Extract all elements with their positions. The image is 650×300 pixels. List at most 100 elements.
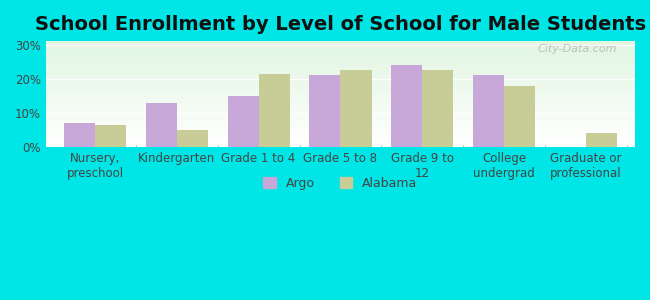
Bar	[46, 97, 635, 98]
Bar	[46, 72, 635, 73]
Bar	[46, 52, 635, 53]
Bar	[46, 69, 635, 70]
Bar	[46, 63, 635, 64]
Bar	[177, 130, 208, 147]
Bar	[46, 124, 635, 125]
Bar	[46, 94, 635, 95]
Bar	[46, 121, 635, 122]
Bar	[46, 53, 635, 54]
Bar	[95, 125, 126, 147]
Bar	[46, 100, 635, 101]
Bar	[46, 51, 635, 52]
Bar	[46, 75, 635, 76]
Title: School Enrollment by Level of School for Male Students: School Enrollment by Level of School for…	[35, 15, 646, 34]
Bar	[46, 110, 635, 111]
Bar	[391, 65, 423, 147]
Bar	[46, 136, 635, 138]
Bar	[586, 134, 617, 147]
Bar	[473, 75, 504, 147]
Bar	[46, 91, 635, 92]
Bar	[46, 120, 635, 121]
Bar	[46, 143, 635, 144]
Bar	[46, 126, 635, 127]
Bar	[46, 65, 635, 67]
Bar	[46, 99, 635, 101]
Legend: Argo, Alabama: Argo, Alabama	[257, 170, 424, 196]
Bar	[46, 117, 635, 119]
Bar	[46, 90, 635, 91]
Bar	[46, 111, 635, 112]
Bar	[46, 80, 635, 81]
Bar	[46, 57, 635, 58]
Bar	[46, 101, 635, 103]
Bar	[46, 67, 635, 68]
Bar	[46, 82, 635, 83]
Bar	[46, 45, 635, 46]
Bar	[46, 112, 635, 113]
Bar	[46, 58, 635, 59]
Bar	[46, 49, 635, 50]
Bar	[46, 78, 635, 79]
Bar	[46, 128, 635, 129]
Bar	[46, 81, 635, 83]
Bar	[146, 103, 177, 147]
Bar	[46, 85, 635, 87]
Bar	[46, 85, 635, 86]
Bar	[46, 77, 635, 78]
Bar	[46, 109, 635, 110]
Bar	[46, 129, 635, 130]
Bar	[46, 68, 635, 69]
Bar	[46, 142, 635, 143]
Bar	[46, 71, 635, 72]
Bar	[46, 125, 635, 126]
Bar	[259, 74, 290, 147]
Bar	[46, 54, 635, 55]
Bar	[46, 76, 635, 77]
Bar	[46, 98, 635, 99]
Bar	[46, 92, 635, 93]
Bar	[46, 41, 635, 42]
Bar	[46, 113, 635, 114]
Text: City-Data.com: City-Data.com	[538, 44, 618, 54]
Bar	[46, 107, 635, 108]
Bar	[46, 118, 635, 120]
Bar	[46, 132, 635, 133]
Bar	[46, 73, 635, 74]
Bar	[46, 133, 635, 134]
Bar	[422, 70, 453, 147]
Bar	[46, 116, 635, 117]
Bar	[46, 103, 635, 104]
Bar	[46, 95, 635, 96]
Bar	[46, 93, 635, 94]
Bar	[46, 62, 635, 63]
Bar	[46, 134, 635, 136]
Bar	[46, 79, 635, 80]
Bar	[46, 144, 635, 145]
Bar	[504, 85, 535, 147]
Bar	[46, 138, 635, 139]
Bar	[46, 50, 635, 51]
Bar	[46, 59, 635, 60]
Bar	[46, 42, 635, 43]
Bar	[46, 130, 635, 131]
Bar	[46, 89, 635, 90]
Bar	[46, 105, 635, 106]
Bar	[227, 96, 259, 147]
Bar	[46, 56, 635, 57]
Bar	[46, 64, 635, 65]
Bar	[64, 123, 95, 147]
Bar	[46, 44, 635, 45]
Bar	[341, 70, 372, 147]
Bar	[46, 139, 635, 140]
Bar	[46, 61, 635, 62]
Bar	[46, 104, 635, 105]
Bar	[46, 87, 635, 88]
Bar	[46, 115, 635, 116]
Bar	[46, 141, 635, 142]
Bar	[46, 106, 635, 107]
Bar	[46, 43, 635, 44]
Bar	[46, 46, 635, 47]
Bar	[46, 114, 635, 115]
Bar	[46, 146, 635, 147]
Bar	[46, 70, 635, 71]
